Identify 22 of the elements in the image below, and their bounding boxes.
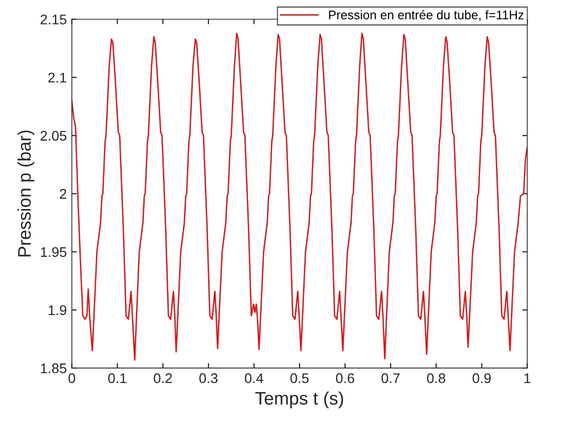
y-tick-label: 2.1 bbox=[48, 72, 66, 82]
x-tick-label: 0.6 bbox=[336, 373, 354, 384]
x-tick-label: 0.2 bbox=[154, 373, 172, 384]
x-tick-label: 0.1 bbox=[108, 373, 126, 384]
x-tick-label: 0.5 bbox=[290, 373, 309, 384]
x-tick-label: 0.7 bbox=[382, 373, 400, 384]
y-tick-label: 2.15 bbox=[40, 14, 66, 24]
y-tick-label: 2 bbox=[60, 189, 66, 199]
line-series bbox=[72, 32, 528, 361]
x-tick-label: 0.4 bbox=[244, 373, 264, 384]
x-axis-title: Temps t (s) bbox=[255, 391, 344, 408]
x-tick-label: 0.8 bbox=[427, 373, 446, 384]
y-tick-label: 1.85 bbox=[40, 363, 66, 374]
y-tick-label: 2.05 bbox=[40, 130, 66, 141]
x-tick-label: 0.3 bbox=[199, 373, 218, 384]
y-tick-label: 1.9 bbox=[48, 305, 66, 316]
y-tick-label: 1.95 bbox=[40, 247, 66, 257]
y-axis-title: Pression p (bar) bbox=[18, 130, 34, 256]
x-tick-label: 0.9 bbox=[472, 373, 491, 384]
legend-label: Pression en entrée du tube, f=11Hz bbox=[329, 10, 524, 21]
x-tick-label: 1 bbox=[524, 373, 530, 384]
x-tick-label: 0 bbox=[68, 373, 76, 384]
